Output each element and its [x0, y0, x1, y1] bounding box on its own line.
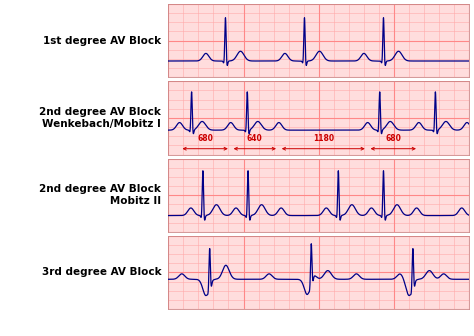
Text: 2nd degree AV Block
Wenkebach/Mobitz I: 2nd degree AV Block Wenkebach/Mobitz I [39, 107, 161, 129]
Text: 680: 680 [385, 134, 401, 143]
Text: 680: 680 [197, 134, 213, 143]
Text: 3rd degree AV Block: 3rd degree AV Block [42, 267, 161, 278]
Text: 1180: 1180 [313, 134, 334, 143]
Text: 1st degree AV Block: 1st degree AV Block [43, 36, 161, 46]
Text: 640: 640 [247, 134, 263, 143]
Text: 2nd degree AV Block
   Mobitz II: 2nd degree AV Block Mobitz II [39, 184, 161, 206]
